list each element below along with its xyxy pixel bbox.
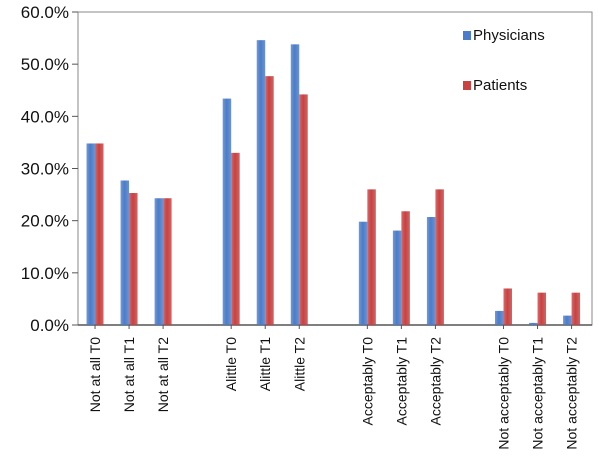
x-tick-label: Alittle T2 [291,337,307,391]
bar-physicians [154,198,164,325]
x-tick-label: Acceptably T1 [393,337,409,426]
x-tick-label: Not acceptably T2 [564,337,580,450]
x-tick-label: Alittle T1 [257,337,273,391]
bar-physicians [494,310,504,325]
legend-label: Patients [473,77,527,94]
bar-physicians [426,217,436,325]
bar-physicians [256,40,266,326]
bar-patients [163,198,172,325]
x-tick-label: Not acceptably T0 [495,337,511,450]
bar-physicians [392,230,402,325]
bar-patients [95,143,104,325]
bar-physicians [563,315,572,325]
bar-patients [571,292,581,325]
y-tick-label: 0.0% [30,316,69,335]
y-tick-label: 40.0% [21,107,69,126]
legend: Physicians Patients [463,27,545,94]
legend-swatch [463,81,471,90]
y-tick-label: 50.0% [21,55,69,74]
bar-patients [367,189,376,325]
bar-physicians [290,44,300,326]
y-axis: 0.0% 10.0% 20.0% 30.0% 40.0% 50.0% 60.0% [21,3,78,335]
legend-label: Physicians [473,27,545,44]
y-tick-label: 20.0% [21,212,69,231]
bar-patients [503,288,512,325]
bar-patients [401,211,410,325]
x-axis: Not at all T0 Not at all T1 Not at all T2 A… [87,325,580,450]
bar-physicians [120,180,130,325]
bar-physicians [529,322,538,325]
x-tick-label: Not at all T0 [87,337,103,412]
y-tick-label: 10.0% [21,264,69,283]
x-tick-label: Not at all T1 [121,337,137,412]
bar-patients [537,292,547,325]
bar-patients [435,189,444,325]
x-tick-label: Acceptably T2 [427,337,443,426]
x-tick-label: Alittle T0 [223,337,239,391]
x-tick-label: Not acceptably T1 [530,337,546,450]
bar-physicians [358,221,368,325]
bar-physicians [86,143,96,325]
legend-swatch [463,31,471,40]
x-tick-label: Not at all T2 [155,337,171,412]
bar-patients [129,193,138,325]
x-tick-label: Acceptably T0 [359,337,375,426]
bar-patients [265,76,274,325]
y-tick-label: 30.0% [21,160,69,179]
bar-physicians [222,98,232,325]
y-tick-label: 60.0% [21,3,69,22]
bars [86,40,581,326]
bar-patients [231,152,240,325]
bar-patients [299,94,308,325]
